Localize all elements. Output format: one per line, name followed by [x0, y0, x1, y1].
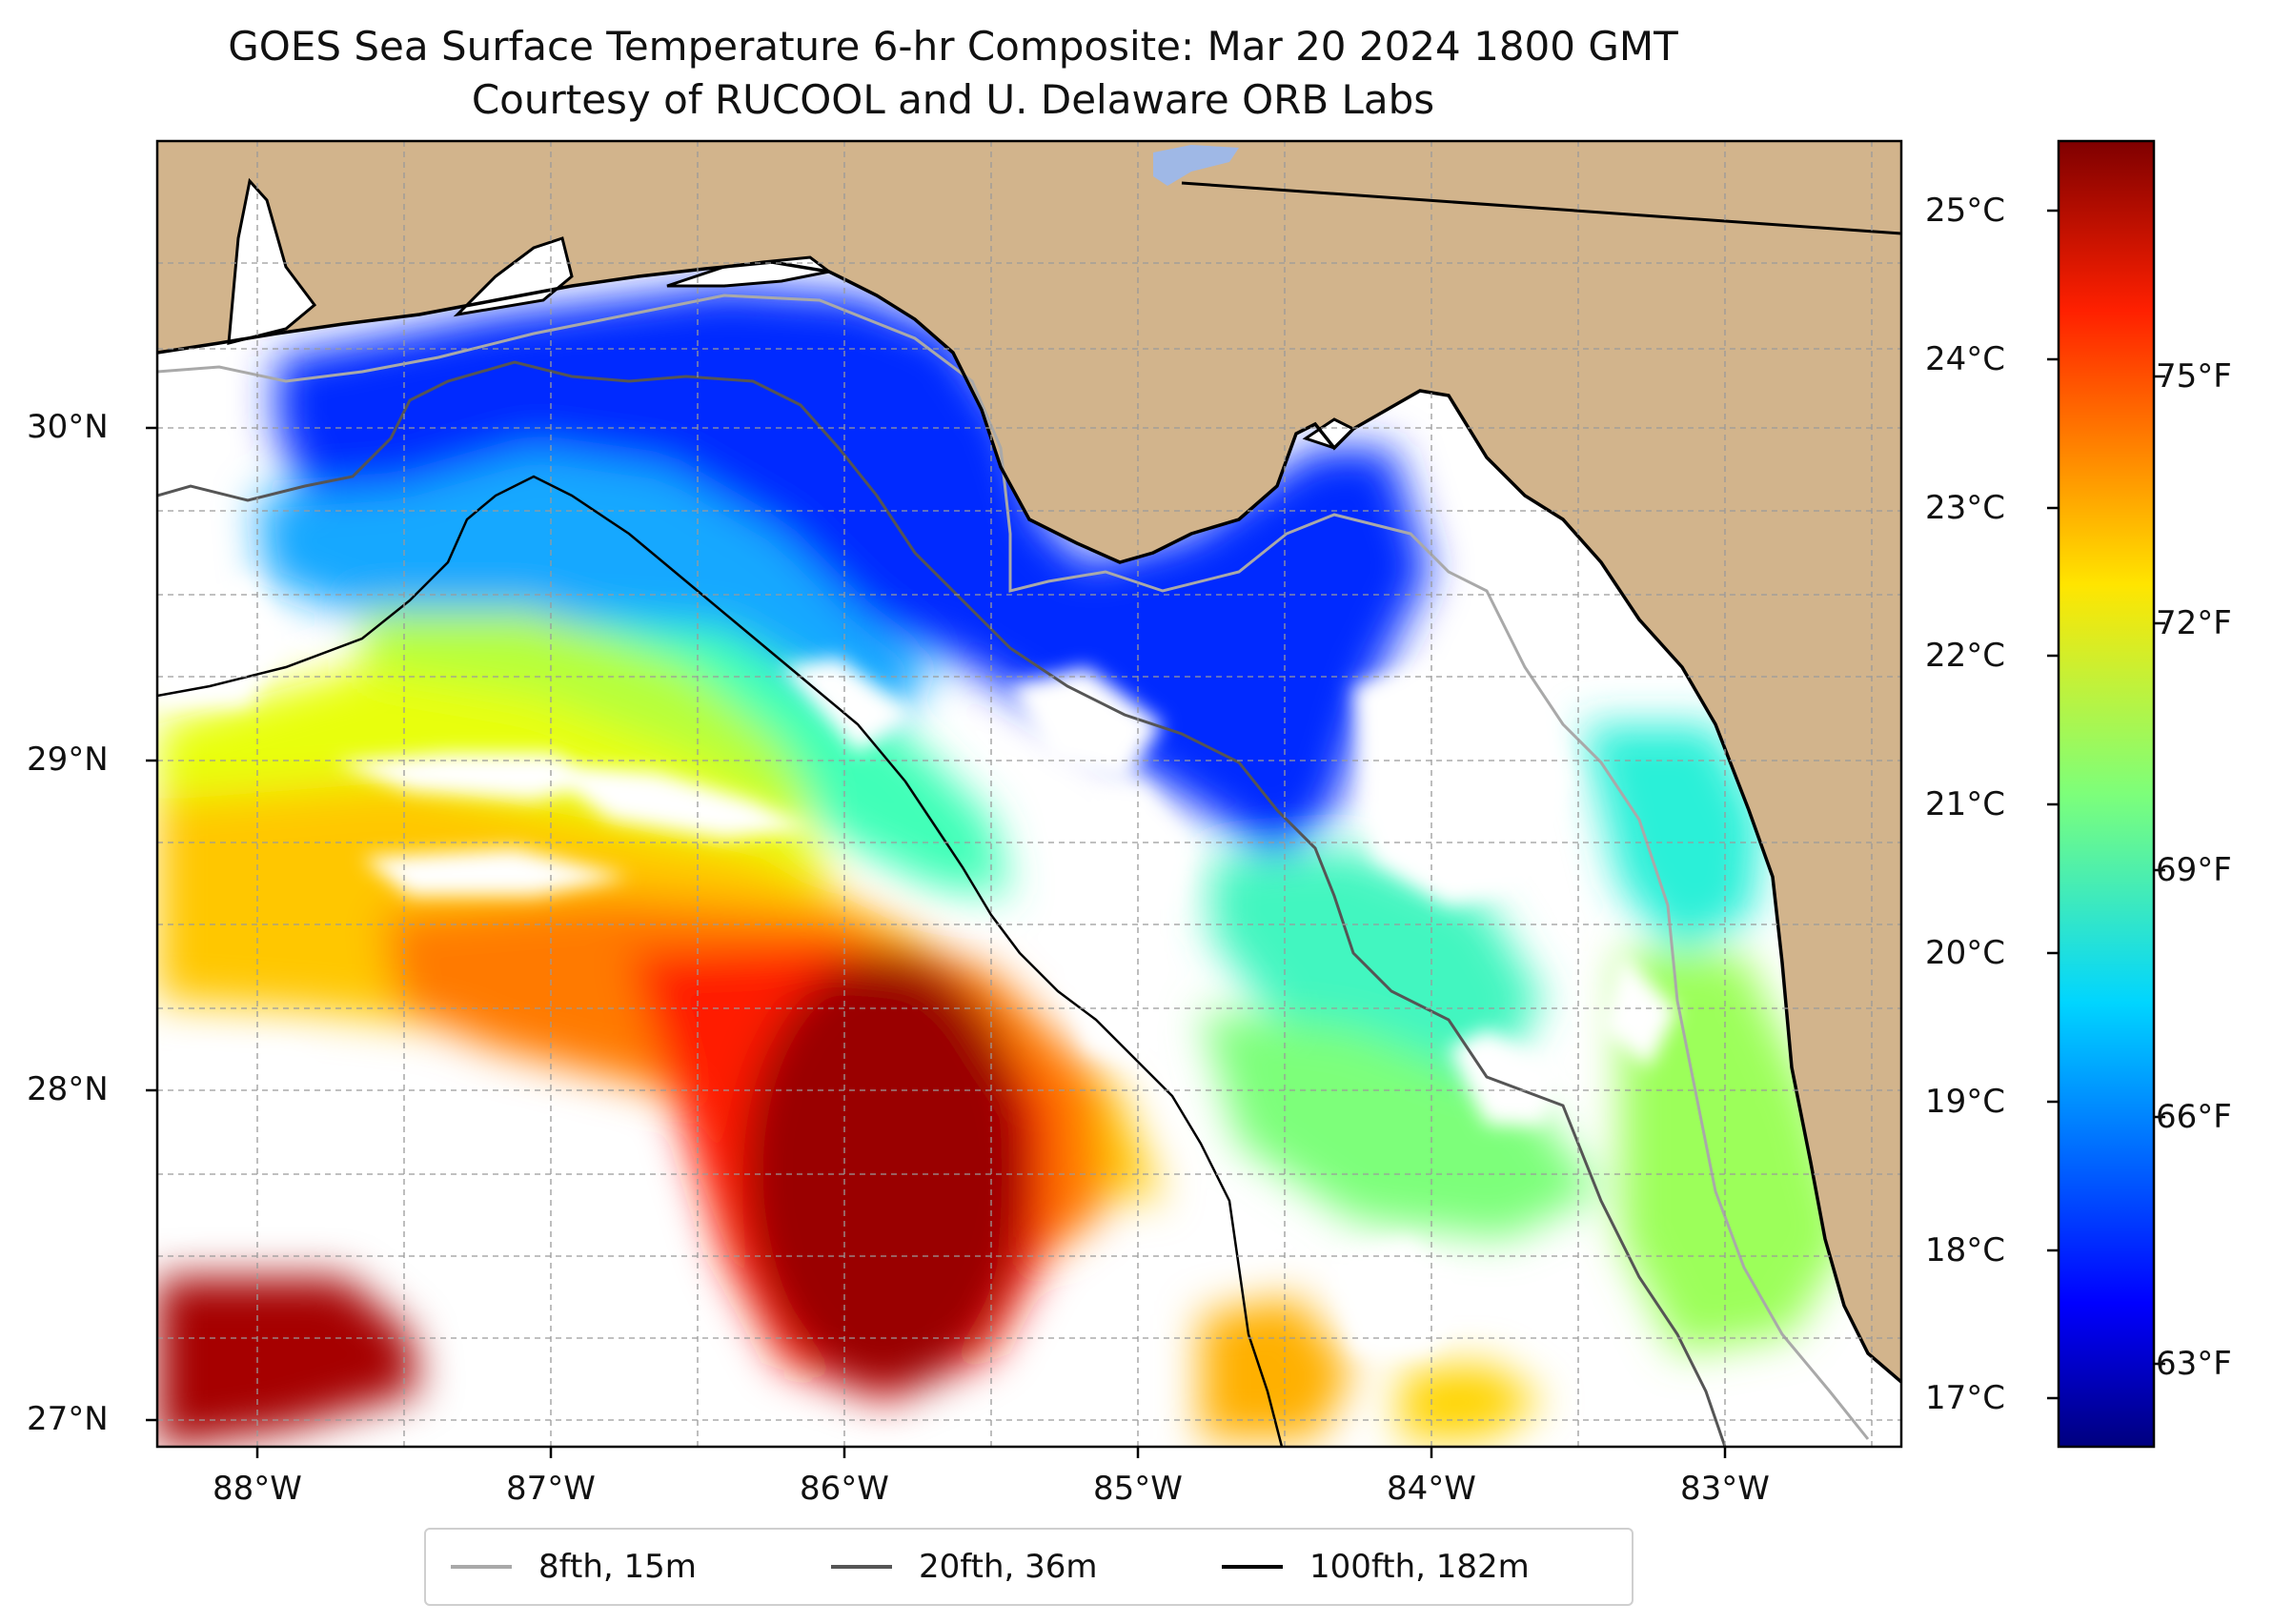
legend-swatch: [451, 1565, 512, 1569]
colorbar-celsius-label: 17°C: [1925, 1379, 2006, 1417]
legend-swatch: [1222, 1565, 1283, 1569]
legend-item: 100fth, 182m: [1222, 1530, 1530, 1604]
isobath-8fth: [157, 294, 1870, 1440]
colorbar-celsius-label: 22°C: [1925, 637, 2006, 675]
map-subtitle: Courtesy of RUCOOL and U. Delaware ORB L…: [471, 76, 1435, 123]
colorbar-celsius-label: 18°C: [1925, 1231, 2006, 1269]
colorbar-fahrenheit-label: 66°F: [2156, 1098, 2232, 1136]
colorbar-celsius-label: 20°C: [1925, 934, 2006, 972]
colorbar-fahrenheit-label: 75°F: [2156, 357, 2232, 396]
legend-label: 20fth, 36m: [919, 1548, 1098, 1586]
lon-label-87: 87°W: [506, 1470, 596, 1508]
colorbar-fahrenheit-label: 63°F: [2156, 1345, 2232, 1383]
colorbar: [2057, 139, 2156, 1449]
colorbar-celsius-label: 21°C: [1925, 785, 2006, 823]
isobath-100fth: [157, 475, 1284, 1447]
lat-label-28: 28°N: [27, 1070, 109, 1108]
colorbar-celsius-label: 19°C: [1925, 1083, 2006, 1121]
lon-label-85: 85°W: [1093, 1470, 1183, 1508]
legend-label: 100fth, 182m: [1309, 1548, 1530, 1586]
lon-label-88: 88°W: [213, 1470, 302, 1508]
lon-label-84: 84°W: [1387, 1470, 1476, 1508]
lon-label-86: 86°W: [800, 1470, 889, 1508]
legend-swatch: [831, 1565, 892, 1569]
lat-label-27: 27°N: [27, 1400, 109, 1438]
colorbar-celsius-label: 23°C: [1925, 489, 2006, 527]
colorbar-fahrenheit-label: 72°F: [2156, 604, 2232, 642]
lat-label-30: 30°N: [27, 408, 109, 446]
lat-label-29: 29°N: [27, 741, 109, 779]
colorbar-celsius-label: 25°C: [1925, 192, 2006, 230]
legend-item: 8fth, 15m: [451, 1530, 697, 1604]
isobath-legend: 8fth, 15m 20fth, 36m 100fth, 182m: [424, 1528, 1634, 1606]
colorbar-celsius-label: 24°C: [1925, 340, 2006, 378]
legend-item: 20fth, 36m: [831, 1530, 1098, 1604]
lon-label-83: 83°W: [1680, 1470, 1770, 1508]
legend-label: 8fth, 15m: [538, 1548, 697, 1586]
map-title: GOES Sea Surface Temperature 6-hr Compos…: [228, 23, 1678, 70]
colorbar-fahrenheit-label: 69°F: [2156, 851, 2232, 889]
